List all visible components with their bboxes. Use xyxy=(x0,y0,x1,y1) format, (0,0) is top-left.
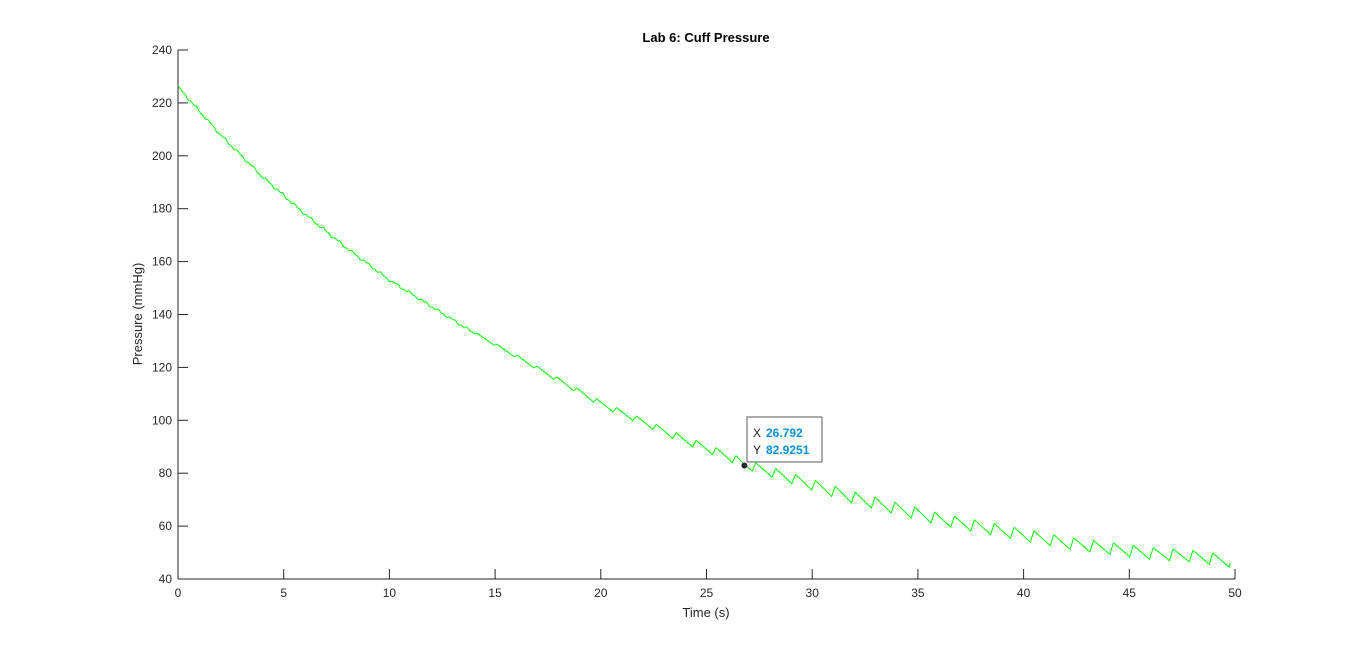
x-tick-label: 45 xyxy=(1123,586,1137,600)
y-tick-label: 140 xyxy=(152,308,172,322)
datatip-x-label: X xyxy=(753,426,761,440)
y-tick-label: 120 xyxy=(152,360,172,374)
y-tick-label: 80 xyxy=(159,466,173,480)
y-tick-label: 180 xyxy=(152,202,172,216)
x-ticks: 0 5 10 15 20 25 30 35 40 45 50 xyxy=(175,569,1242,600)
x-tick-label: 35 xyxy=(911,586,925,600)
y-tick-label: 200 xyxy=(152,149,172,163)
datatip-y-value: 82.9251 xyxy=(766,443,810,457)
datatip[interactable]: X 26.792 Y 82.9251 xyxy=(741,416,823,469)
chart-title: Lab 6: Cuff Pressure xyxy=(642,30,769,45)
datatip-box xyxy=(746,416,823,463)
y-tick-label: 240 xyxy=(152,43,172,57)
plot-area[interactable] xyxy=(178,86,1231,569)
y-tick-label: 40 xyxy=(159,572,173,586)
x-tick-label: 20 xyxy=(594,586,608,600)
y-tick-label: 60 xyxy=(159,519,173,533)
x-axis-label: Time (s) xyxy=(682,605,729,620)
x-tick-label: 0 xyxy=(175,586,182,600)
x-tick-label: 5 xyxy=(280,586,287,600)
axes xyxy=(177,50,1235,580)
datatip-x-value: 26.792 xyxy=(766,426,803,440)
x-tick-label: 25 xyxy=(700,586,714,600)
x-tick-label: 15 xyxy=(488,586,502,600)
y-ticks: 40 60 80 100 120 140 160 180 200 220 240 xyxy=(152,43,188,586)
x-tick-label: 40 xyxy=(1017,586,1031,600)
series-line[interactable] xyxy=(178,86,1231,569)
datatip-y-label: Y xyxy=(753,443,761,457)
y-tick-label: 220 xyxy=(152,96,172,110)
y-axis-label: Pressure (mmHg) xyxy=(130,263,145,366)
x-tick-label: 50 xyxy=(1228,586,1242,600)
x-tick-label: 30 xyxy=(806,586,820,600)
y-tick-label: 100 xyxy=(152,413,172,427)
x-tick-label: 10 xyxy=(383,586,397,600)
y-tick-label: 160 xyxy=(152,255,172,269)
datatip-marker[interactable] xyxy=(741,462,748,469)
